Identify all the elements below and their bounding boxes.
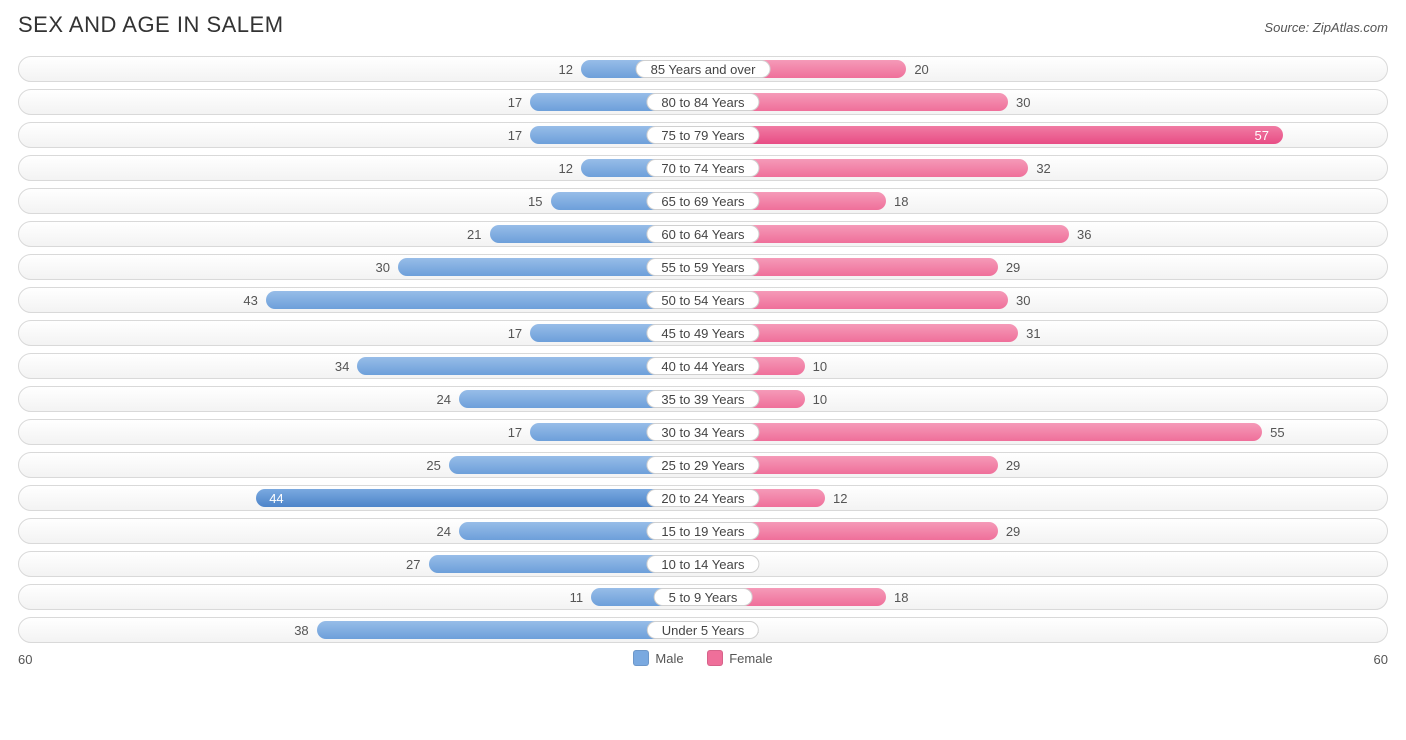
- age-group-label: 60 to 64 Years: [646, 225, 759, 243]
- chart-title: SEX AND AGE IN SALEM: [18, 12, 284, 38]
- age-group-label: Under 5 Years: [647, 621, 759, 639]
- pyramid-row: 35 to 39 Years 24 10: [18, 386, 1388, 412]
- pyramid-row: 65 to 69 Years 15 18: [18, 188, 1388, 214]
- age-group-label: 15 to 19 Years: [646, 522, 759, 540]
- population-pyramid-chart: 85 Years and over 12 20 80 to 84 Years 17 30 7…: [18, 56, 1388, 643]
- male-value-label: 17: [508, 420, 522, 446]
- female-bar: [703, 126, 1283, 144]
- legend-label-male: Male: [655, 651, 683, 666]
- legend-label-female: Female: [729, 651, 772, 666]
- source-value: ZipAtlas.com: [1313, 20, 1388, 35]
- female-value-label: 55: [1270, 420, 1284, 446]
- age-group-label: 45 to 49 Years: [646, 324, 759, 342]
- female-value-label: 12: [833, 486, 847, 512]
- age-group-label: 20 to 24 Years: [646, 489, 759, 507]
- pyramid-row: 45 to 49 Years 17 31: [18, 320, 1388, 346]
- pyramid-row: 75 to 79 Years 17 57: [18, 122, 1388, 148]
- female-value-label: 29: [1006, 453, 1020, 479]
- age-group-label: 80 to 84 Years: [646, 93, 759, 111]
- male-value-label: 30: [376, 255, 390, 281]
- male-bar: [317, 621, 703, 639]
- pyramid-row: 70 to 74 Years 12 32: [18, 155, 1388, 181]
- pyramid-row: 60 to 64 Years 21 36: [18, 221, 1388, 247]
- legend-swatch-female: [707, 650, 723, 666]
- chart-legend: Male Female: [48, 650, 1358, 669]
- female-value-label: 18: [894, 585, 908, 611]
- age-group-label: 35 to 39 Years: [646, 390, 759, 408]
- age-group-label: 50 to 54 Years: [646, 291, 759, 309]
- age-group-label: 85 Years and over: [636, 60, 771, 78]
- pyramid-row: 25 to 29 Years 25 29: [18, 452, 1388, 478]
- male-value-label: 44: [269, 486, 283, 512]
- male-value-label: 11: [570, 585, 584, 611]
- female-value-label: 18: [894, 189, 908, 215]
- male-value-label: 12: [559, 156, 573, 182]
- male-value-label: 17: [508, 90, 522, 116]
- male-value-label: 17: [508, 321, 522, 347]
- female-value-label: 32: [1036, 156, 1050, 182]
- chart-footer: 60 Male Female 60: [18, 650, 1388, 669]
- female-value-label: 29: [1006, 519, 1020, 545]
- male-value-label: 38: [294, 618, 308, 644]
- male-value-label: 24: [437, 519, 451, 545]
- legend-swatch-male: [633, 650, 649, 666]
- pyramid-row: 15 to 19 Years 24 29: [18, 518, 1388, 544]
- axis-left-max: 60: [18, 652, 48, 667]
- age-group-label: 5 to 9 Years: [654, 588, 753, 606]
- age-group-label: 25 to 29 Years: [646, 456, 759, 474]
- male-bar: [256, 489, 703, 507]
- pyramid-row: 55 to 59 Years 30 29: [18, 254, 1388, 280]
- male-value-label: 43: [243, 288, 257, 314]
- pyramid-row: 50 to 54 Years 43 30: [18, 287, 1388, 313]
- pyramid-row: 30 to 34 Years 17 55: [18, 419, 1388, 445]
- pyramid-row: 80 to 84 Years 17 30: [18, 89, 1388, 115]
- pyramid-row: 10 to 14 Years271: [18, 551, 1388, 577]
- female-value-label: 10: [813, 354, 827, 380]
- male-value-label: 24: [437, 387, 451, 413]
- age-group-label: 70 to 74 Years: [646, 159, 759, 177]
- pyramid-row: 5 to 9 Years 11 18: [18, 584, 1388, 610]
- chart-header: SEX AND AGE IN SALEM Source: ZipAtlas.co…: [18, 12, 1388, 38]
- female-value-label: 30: [1016, 90, 1030, 116]
- age-group-label: 30 to 34 Years: [646, 423, 759, 441]
- female-value-label: 36: [1077, 222, 1091, 248]
- male-value-label: 34: [335, 354, 349, 380]
- age-group-label: 75 to 79 Years: [646, 126, 759, 144]
- male-value-label: 21: [467, 222, 481, 248]
- male-value-label: 15: [528, 189, 542, 215]
- male-bar: [266, 291, 703, 309]
- pyramid-row: 20 to 24 Years 44 12: [18, 485, 1388, 511]
- axis-right-max: 60: [1358, 652, 1388, 667]
- male-value-label: 27: [406, 552, 420, 578]
- female-value-label: 31: [1026, 321, 1040, 347]
- female-value-label: 20: [914, 57, 928, 83]
- pyramid-row: 85 Years and over 12 20: [18, 56, 1388, 82]
- female-bar: [703, 423, 1262, 441]
- female-value-label: 29: [1006, 255, 1020, 281]
- chart-source: Source: ZipAtlas.com: [1264, 20, 1388, 35]
- legend-item-female: Female: [707, 650, 772, 666]
- legend-item-male: Male: [633, 650, 683, 666]
- pyramid-row: Under 5 Years384: [18, 617, 1388, 643]
- male-value-label: 25: [426, 453, 440, 479]
- source-label: Source:: [1264, 20, 1309, 35]
- female-value-label: 57: [1255, 123, 1269, 149]
- pyramid-row: 40 to 44 Years 34 10: [18, 353, 1388, 379]
- male-value-label: 12: [559, 57, 573, 83]
- male-value-label: 17: [508, 123, 522, 149]
- age-group-label: 65 to 69 Years: [646, 192, 759, 210]
- age-group-label: 55 to 59 Years: [646, 258, 759, 276]
- female-value-label: 30: [1016, 288, 1030, 314]
- female-value-label: 10: [813, 387, 827, 413]
- age-group-label: 10 to 14 Years: [646, 555, 759, 573]
- age-group-label: 40 to 44 Years: [646, 357, 759, 375]
